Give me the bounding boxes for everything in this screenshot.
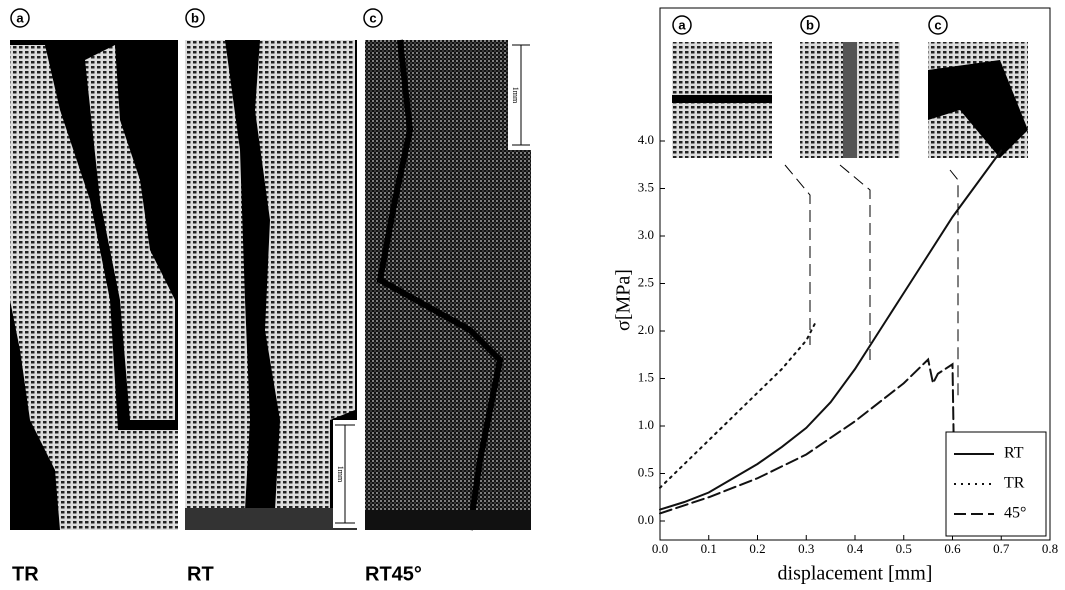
specimen bbox=[10, 45, 178, 530]
legend-label: 45° bbox=[1004, 505, 1026, 522]
series-line bbox=[659, 357, 956, 522]
y-tick-label: 1.5 bbox=[638, 369, 654, 384]
y-tick-label: 2.0 bbox=[638, 322, 654, 337]
x-tick-label: 0.7 bbox=[993, 541, 1010, 556]
x-tick-label: 0.4 bbox=[847, 541, 864, 556]
specimen bbox=[255, 40, 355, 510]
panel-caption: RT45° bbox=[365, 563, 422, 585]
x-tick-label: 0.6 bbox=[944, 541, 961, 556]
label-circle bbox=[800, 15, 820, 35]
specimen bbox=[85, 45, 175, 420]
label-circle bbox=[10, 8, 30, 28]
x-tick-label: 0.8 bbox=[1042, 541, 1058, 556]
y-tick-label: 0.5 bbox=[638, 464, 654, 479]
scale-bg bbox=[508, 40, 531, 150]
scale-bar bbox=[335, 424, 355, 524]
y-tick-label: 2.5 bbox=[638, 274, 654, 289]
x-tick-label: 0.2 bbox=[749, 541, 765, 556]
label-circle bbox=[363, 8, 383, 28]
panel-letter: c bbox=[369, 10, 376, 25]
scale-bar bbox=[512, 44, 530, 146]
panel-letter: b bbox=[806, 17, 814, 32]
x-tick-label: 0.5 bbox=[896, 541, 912, 556]
series-line bbox=[659, 149, 1003, 511]
y-tick-label: 4.0 bbox=[638, 132, 654, 147]
base bbox=[365, 510, 531, 530]
panel-caption: RT bbox=[187, 563, 214, 585]
specimen bbox=[185, 40, 250, 510]
panel-caption: TR bbox=[12, 563, 39, 585]
panel-letter: a bbox=[16, 10, 24, 25]
legend-label: TR bbox=[1004, 475, 1025, 492]
leader-line bbox=[784, 164, 959, 400]
y-tick-label: 0.0 bbox=[638, 512, 654, 527]
inset-crack bbox=[843, 42, 857, 158]
scale-label: 1mm bbox=[336, 466, 345, 483]
y-tick-label: 3.5 bbox=[638, 179, 654, 194]
label-circle bbox=[185, 8, 205, 28]
x-tick-label: 0.1 bbox=[701, 541, 717, 556]
panel-letter: b bbox=[191, 10, 199, 25]
y-axis-label: σ[MPa] bbox=[613, 269, 635, 331]
x-tick-label: 0.0 bbox=[652, 541, 668, 556]
y-tick-label: 3.0 bbox=[638, 227, 654, 242]
crack bbox=[376, 39, 504, 531]
inset-crack bbox=[672, 95, 772, 103]
panel-letter: c bbox=[934, 17, 941, 32]
x-axis-label: displacement [mm] bbox=[778, 563, 933, 585]
panel-letter: a bbox=[678, 17, 686, 32]
inset-crack bbox=[928, 60, 1028, 158]
label-circle bbox=[928, 15, 948, 35]
series-line bbox=[659, 320, 817, 489]
scale-label: 1mm bbox=[511, 87, 520, 104]
x-tick-label: 0.3 bbox=[798, 541, 814, 556]
base bbox=[185, 508, 357, 530]
label-circle bbox=[672, 15, 692, 35]
y-tick-label: 1.0 bbox=[638, 417, 654, 432]
legend-label: RT bbox=[1004, 445, 1024, 462]
